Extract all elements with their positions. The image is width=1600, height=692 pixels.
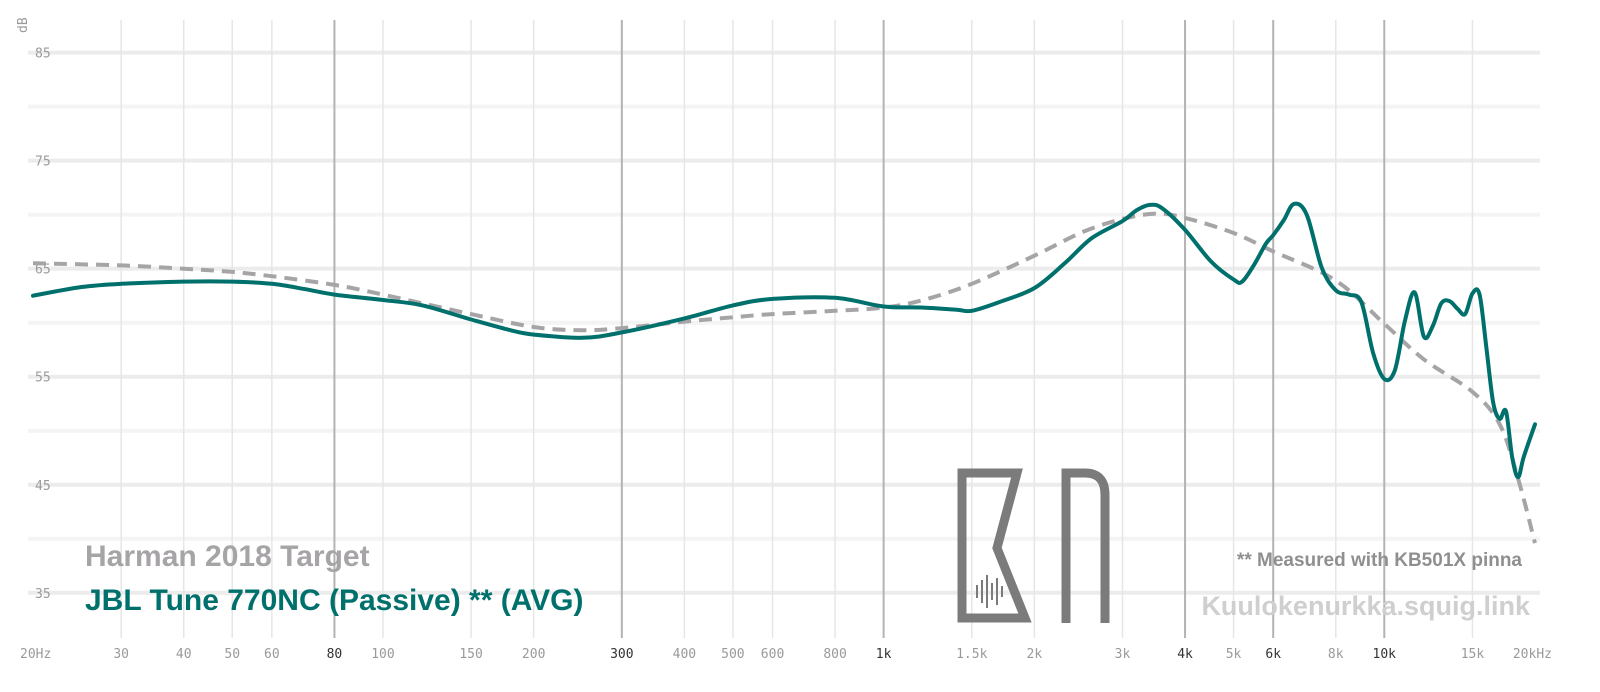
x-tick-label: 1k (876, 647, 892, 662)
y-axis-ticks: 85 75 65 55 45 35 (35, 47, 51, 602)
x-tick-label: 400 (673, 647, 696, 662)
legend-target: Harman 2018 Target (85, 540, 370, 573)
kn-logo-waveform-icon (976, 575, 1003, 608)
x-tick-label: 20Hz (20, 647, 51, 662)
y-tick-label: 45 (35, 479, 51, 494)
x-tick-label: 150 (459, 647, 482, 662)
x-tick-label: 60 (264, 647, 280, 662)
site-watermark: Kuulokenurkka.squig.link (1201, 591, 1531, 621)
x-tick-label: 600 (761, 647, 784, 662)
vertical-grid (120, 20, 1474, 638)
x-tick-label: 8k (1328, 647, 1344, 662)
y-tick-label: 35 (35, 587, 51, 602)
y-tick-label: 85 (35, 47, 51, 62)
x-tick-label: 1.5k (956, 647, 987, 662)
x-tick-label: 4k (1177, 647, 1193, 662)
y-tick-label: 75 (35, 155, 51, 170)
x-tick-label: 3k (1115, 647, 1131, 662)
x-tick-label: 6k (1265, 647, 1281, 662)
y-tick-label: 55 (35, 371, 51, 386)
measurement-note: ** Measured with KB501X pinna (1237, 550, 1523, 571)
x-tick-label: 30 (113, 647, 129, 662)
x-tick-label: 10k (1373, 647, 1397, 662)
x-tick-label: 40 (176, 647, 192, 662)
y-tick-label: 65 (35, 263, 51, 278)
x-tick-label: 500 (721, 647, 744, 662)
x-tick-label: 300 (610, 647, 633, 662)
kn-logo-k-shape (957, 468, 1032, 623)
horizontal-grid (28, 50, 1540, 595)
x-tick-label: 50 (224, 647, 240, 662)
x-tick-label: 100 (371, 647, 394, 662)
series-line-1 (31, 201, 1537, 480)
legend-headphone: JBL Tune 770NC (Passive) ** (AVG) (85, 584, 584, 617)
kn-logo (957, 468, 1110, 623)
x-tick-label: 15k (1461, 647, 1485, 662)
series-layer (31, 201, 1537, 544)
x-tick-label: 20kHz (1513, 647, 1552, 662)
x-tick-label: 800 (823, 647, 846, 662)
x-tick-label: 5k (1226, 647, 1242, 662)
x-tick-label: 80 (327, 647, 343, 662)
y-axis-label: dB (16, 17, 31, 33)
x-tick-label: 200 (522, 647, 545, 662)
kn-logo-n-shape (1061, 468, 1110, 623)
x-tick-label: 2k (1027, 647, 1043, 662)
x-axis-ticks: 20Hz 30 40 50 60 80 100 150 200 300 400 500 600 800 1k… (20, 647, 1552, 662)
series-line-0 (32, 211, 1537, 544)
